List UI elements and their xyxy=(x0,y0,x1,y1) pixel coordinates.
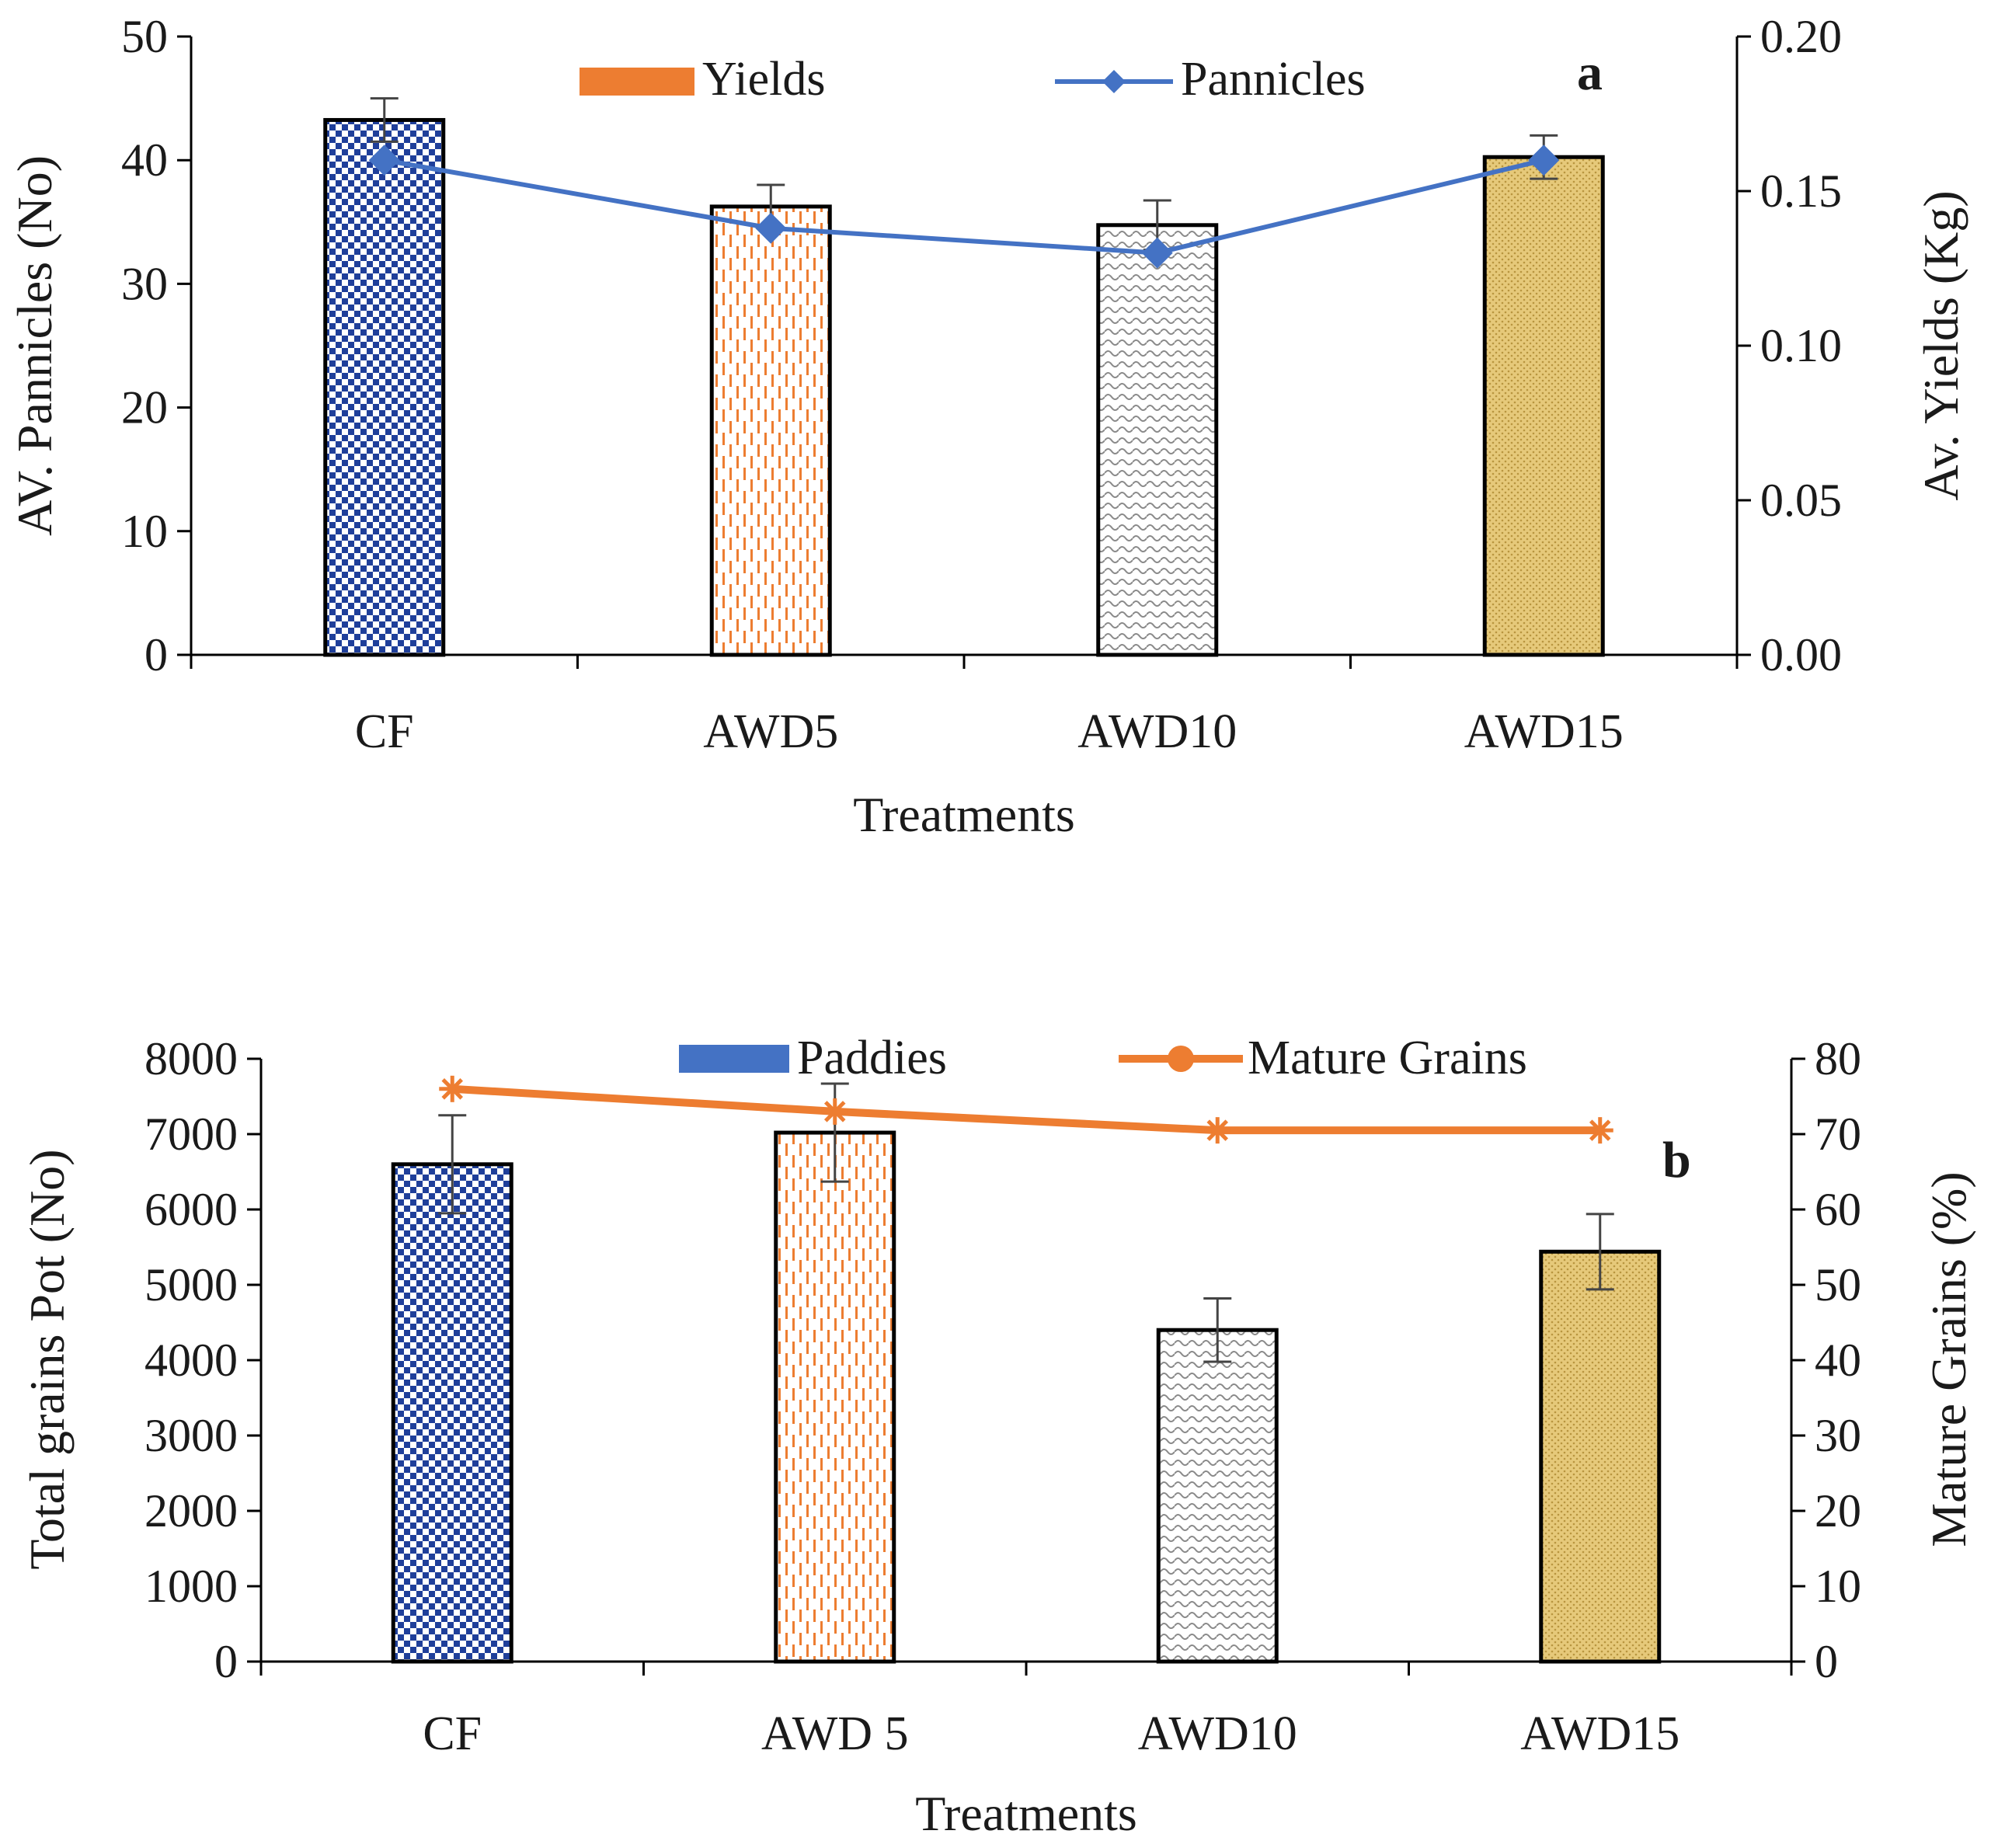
y-tick-label-left: 30 xyxy=(121,258,168,309)
y-tick-label-right: 0.00 xyxy=(1760,629,1842,680)
x-tick-label: AWD 5 xyxy=(761,1707,909,1760)
x-tick-label: CF xyxy=(355,705,414,758)
x-axis-title-b: Treatments xyxy=(915,1786,1137,1841)
y-tick-label-left: 7000 xyxy=(144,1108,238,1160)
marker-stroke xyxy=(1206,1119,1229,1141)
legend-b: Paddies Mature Grains xyxy=(679,1032,1527,1084)
x-axis-a xyxy=(190,653,1739,669)
bar-awd15 xyxy=(1482,155,1605,657)
y-tick-label-right: 30 xyxy=(1815,1410,1861,1461)
y-tick-label-left: 0 xyxy=(214,1636,238,1687)
y-tick-label-left: 1000 xyxy=(144,1561,238,1612)
legend-a: Yields Pannicles xyxy=(580,53,1366,106)
legend-label-mature-grains: Mature Grains xyxy=(1248,1032,1527,1084)
y-tick-label-right: 80 xyxy=(1815,1033,1861,1084)
x-axis-b xyxy=(259,1660,1793,1676)
bar-awd5 xyxy=(709,204,832,657)
y-axis-left-a: 0 10 20 30 40 50 xyxy=(121,11,193,680)
point-marker xyxy=(1586,1117,1613,1144)
marker-stroke xyxy=(823,1101,846,1122)
error-bar xyxy=(438,1114,467,1215)
bar-awd10 xyxy=(1156,1328,1279,1664)
y-tick-label-right: 70 xyxy=(1815,1108,1861,1160)
point-marker xyxy=(755,212,787,244)
panel-letter-a: a xyxy=(1577,44,1603,101)
marker-stroke xyxy=(441,1078,464,1100)
error-bar xyxy=(1586,1213,1614,1291)
legend-swatch-mature-grains xyxy=(1119,1046,1243,1072)
y-tick-label-right: 0.10 xyxy=(1760,320,1842,371)
legend-label-pannicles: Pannicles xyxy=(1181,53,1366,106)
y-axis-right-a: 0.00 0.05 0.10 0.15 0.20 xyxy=(1735,11,1842,680)
bar-cf xyxy=(391,1162,513,1664)
series-line-mature-grains xyxy=(451,1084,1600,1135)
y-tick-label-right: 10 xyxy=(1815,1561,1861,1612)
x-tick-label: AWD15 xyxy=(1464,705,1624,758)
error-bar xyxy=(370,97,399,143)
bar-awd15 xyxy=(1539,1249,1662,1664)
y-axis-left-b: 0 1000 2000 3000 4000 5000 6000 7000 8000 xyxy=(144,1033,263,1687)
bar-cf xyxy=(323,117,446,657)
y-tick-label-left: 10 xyxy=(121,506,168,557)
y-tick-label-right: 50 xyxy=(1815,1259,1861,1310)
y-tick-label-right: 60 xyxy=(1815,1184,1861,1235)
point-marker xyxy=(821,1098,848,1125)
y-tick-label-right: 0 xyxy=(1815,1636,1838,1687)
y-tick-label-left: 8000 xyxy=(144,1033,238,1084)
y-tick-label-left: 20 xyxy=(121,382,168,433)
y-tick-label-left: 40 xyxy=(121,134,168,186)
y-axis-title-left-a: AV. Pannicles (No) xyxy=(7,155,62,536)
legend-label-yields: Yields xyxy=(702,53,825,106)
y-tick-label-right: 0.20 xyxy=(1760,11,1842,62)
x-tick-label: AWD10 xyxy=(1077,705,1237,758)
legend-label-paddies: Paddies xyxy=(797,1032,947,1084)
bar-awd10 xyxy=(1096,223,1219,657)
point-marker xyxy=(439,1075,466,1102)
x-tick-label: AWD10 xyxy=(1138,1707,1297,1760)
legend-swatch-paddies xyxy=(679,1045,789,1073)
y-tick-label-left: 6000 xyxy=(144,1184,238,1235)
point-marker xyxy=(1141,237,1173,269)
bar-awd5 xyxy=(774,1130,896,1664)
legend-swatch-yields xyxy=(580,68,694,96)
series-line-pannicles xyxy=(384,158,1544,256)
x-tick-label: CF xyxy=(423,1707,482,1760)
legend-swatch-pannicles xyxy=(1055,70,1173,93)
marker-stroke xyxy=(1589,1119,1611,1141)
y-tick-label-left: 4000 xyxy=(144,1335,238,1386)
x-axis-title-a: Treatments xyxy=(853,787,1075,842)
y-tick-label-right: 0.15 xyxy=(1760,165,1842,217)
y-tick-label-left: 3000 xyxy=(144,1410,238,1461)
y-axis-right-b: 0 10 20 30 40 50 60 70 80 xyxy=(1790,1033,1861,1687)
y-axis-title-left-b: Total grains Pot (No) xyxy=(19,1149,75,1569)
y-axis-title-right-b: Mature Grains (%) xyxy=(1921,1171,1976,1547)
x-tick-label: AWD5 xyxy=(703,705,838,758)
panel-letter-b: b xyxy=(1662,1132,1691,1188)
y-tick-label-left: 50 xyxy=(121,11,168,62)
point-marker xyxy=(1204,1117,1231,1144)
y-tick-label-right: 20 xyxy=(1815,1485,1861,1537)
y-tick-label-left: 0 xyxy=(144,629,168,680)
y-tick-label-left: 2000 xyxy=(144,1485,238,1537)
point-marker xyxy=(368,144,400,176)
point-marker xyxy=(1528,144,1560,176)
y-tick-label-right: 0.05 xyxy=(1760,475,1842,526)
y-tick-label-right: 40 xyxy=(1815,1335,1861,1386)
y-tick-label-left: 5000 xyxy=(144,1259,238,1310)
chart-panel-b: 0 1000 2000 3000 4000 5000 6000 7000 8000 0 10 20 3… xyxy=(19,1032,1976,1841)
y-axis-title-right-a: Av. Yields (Kg) xyxy=(1913,190,1968,500)
x-tick-label: AWD15 xyxy=(1520,1707,1680,1760)
error-bar xyxy=(1203,1296,1232,1363)
chart-panel-a: 0 10 20 30 40 50 0.00 0.05 0.10 0.15 0.20 CF AWD5 A… xyxy=(7,11,1968,842)
